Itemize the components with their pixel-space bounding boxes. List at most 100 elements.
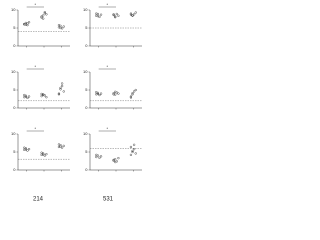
data-point (57, 143, 61, 146)
data-point (114, 16, 117, 19)
data-point (27, 148, 31, 151)
significance-mark: * (107, 64, 109, 69)
data-point (26, 22, 29, 25)
data-point (40, 95, 43, 98)
data-point (134, 11, 137, 14)
data-point (40, 15, 43, 18)
data-point (112, 158, 115, 162)
y-tick-label: 5 (13, 25, 16, 30)
data-point (133, 13, 136, 16)
y-tick-label: 10 (11, 69, 16, 74)
data-point (43, 154, 46, 157)
y-tick-label: 10 (83, 7, 88, 12)
y-tick-label: 0 (85, 167, 88, 172)
data-point (98, 156, 101, 159)
data-point (45, 13, 48, 16)
data-point (129, 145, 133, 149)
significance-mark: * (35, 2, 37, 7)
data-point (131, 149, 134, 153)
data-point (117, 92, 120, 95)
y-tick-label: 0 (85, 43, 88, 48)
y-tick-label: 10 (83, 131, 88, 136)
data-point (27, 95, 31, 98)
data-point (112, 13, 115, 17)
data-point (129, 96, 133, 99)
data-point (112, 92, 115, 95)
data-point (112, 159, 115, 162)
data-point (40, 16, 43, 19)
data-point (62, 144, 65, 147)
data-point (43, 11, 46, 14)
data-point (43, 12, 46, 15)
data-point (114, 90, 117, 93)
data-point (129, 12, 133, 15)
data-point (61, 146, 64, 149)
data-point (112, 93, 115, 96)
y-tick-label: 10 (83, 69, 88, 74)
data-point (96, 92, 99, 96)
data-point (95, 12, 98, 15)
y-tick-label: 5 (13, 87, 16, 92)
data-point (131, 150, 134, 154)
y-tick-label: 10 (11, 7, 16, 12)
data-point (57, 93, 61, 96)
data-point (59, 86, 62, 89)
data-point (57, 24, 61, 27)
data-point (117, 157, 120, 160)
significance-mark: * (107, 126, 109, 131)
data-point (134, 88, 137, 92)
data-point (26, 96, 29, 100)
data-point (24, 95, 27, 98)
data-point (112, 13, 115, 16)
data-point (95, 91, 98, 94)
significance-mark: * (35, 126, 37, 131)
data-point (24, 23, 27, 26)
data-point (96, 15, 99, 18)
y-tick-label: 5 (13, 149, 16, 154)
data-point (133, 90, 136, 93)
y-tick-label: 10 (11, 131, 16, 136)
data-point (133, 148, 136, 151)
data-point (45, 153, 48, 156)
data-point (129, 153, 133, 156)
data-point (45, 96, 48, 99)
y-tick-label: 0 (13, 43, 16, 48)
data-point (99, 155, 103, 158)
column-label: 531 (103, 197, 114, 203)
data-point (59, 26, 62, 30)
data-point (114, 160, 117, 164)
data-point (62, 90, 65, 93)
significance-mark: * (107, 2, 109, 7)
data-point (26, 149, 29, 152)
data-point (40, 151, 43, 154)
data-point (59, 88, 62, 91)
data-point (99, 13, 103, 16)
data-point (115, 12, 118, 16)
y-tick-label: 0 (13, 105, 16, 110)
data-point (27, 21, 31, 24)
figure: 214 531 0 5 10 * 0 5 10 * 0 5 10 * 0 5 10 * 0 5 10 * 0 5 10 * (11, 2, 142, 203)
data-point (40, 92, 43, 96)
y-tick-label: 0 (85, 105, 88, 110)
data-point (24, 148, 27, 151)
data-point (59, 145, 62, 148)
data-point (42, 93, 45, 97)
data-point (62, 25, 65, 28)
data-point (131, 14, 134, 17)
data-point (129, 13, 133, 16)
data-point (23, 93, 26, 97)
data-point (134, 152, 137, 155)
data-point (42, 17, 45, 20)
data-point (95, 155, 98, 159)
data-point (131, 92, 134, 95)
data-point (133, 143, 136, 146)
data-point (95, 153, 98, 156)
data-point (99, 92, 103, 95)
y-tick-label: 5 (85, 25, 88, 30)
data-point (114, 15, 117, 18)
y-tick-label: 0 (13, 167, 16, 172)
data-point (57, 92, 61, 95)
data-point (42, 153, 45, 156)
data-point (42, 14, 45, 17)
data-point (131, 93, 134, 96)
